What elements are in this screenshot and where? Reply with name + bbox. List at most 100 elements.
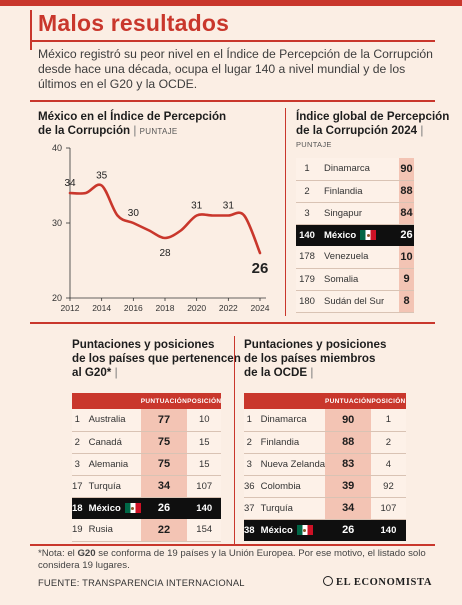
- table-row: 140 México 26: [296, 224, 414, 246]
- header-spacer: [72, 393, 83, 409]
- position-value: 10: [187, 409, 222, 432]
- footnote: *Nota: el G20 se conforma de 19 países y…: [38, 548, 426, 571]
- middle-divider: [30, 322, 435, 324]
- table-row: 36 Colombia 39 92: [244, 475, 406, 498]
- rank-position: 3: [72, 453, 83, 476]
- rank-position: 178: [296, 246, 318, 269]
- country-name: Finlandia: [318, 180, 399, 203]
- rank-position: 2: [72, 431, 83, 454]
- position-value: 140: [187, 497, 222, 519]
- rank-position: 140: [296, 224, 318, 246]
- country-name: Australia: [82, 409, 141, 432]
- position-value: 107: [371, 497, 406, 520]
- table-row: 2 Finlandia 88: [296, 180, 414, 203]
- ocde-title: Puntaciones y posiciones de los países m…: [244, 338, 387, 379]
- global-unit: PUNTAJE: [296, 140, 332, 149]
- mexico-flag-icon: [124, 503, 141, 514]
- country-name: Somalia: [318, 268, 399, 291]
- country-name: Nueva Zelanda: [254, 453, 326, 476]
- footer-divider: [30, 544, 435, 546]
- country-name: Turquía: [254, 497, 326, 520]
- rank-position: 37: [244, 497, 255, 520]
- x-tick-label: 2024: [251, 303, 270, 313]
- global-ranking-table: 1 Dinamarca 90 2 Finlandia 88 3 Singapur 84 140 Mé…: [296, 158, 414, 313]
- section-divider-vertical-2: [234, 336, 235, 544]
- score-value: 90: [399, 158, 414, 181]
- data-label: 31: [191, 201, 203, 212]
- table-row: 2 Canadá 75 15: [72, 431, 222, 454]
- ocde-table: PUNTUACIÓN POSICIÓN 1 Dinamarca 90 1 2 Finlandi…: [244, 393, 406, 541]
- x-tick-label: 2018: [156, 303, 175, 313]
- table-row: 3 Singapur 84: [296, 202, 414, 225]
- rank-position: 1: [72, 409, 83, 432]
- header-spacer: [82, 393, 141, 409]
- country-name: Rusia: [82, 519, 141, 542]
- header-score: PUNTUACIÓN: [325, 393, 372, 409]
- table-row: 3 Alemania 75 15: [72, 453, 222, 476]
- title-divider: [30, 40, 435, 42]
- data-label: 31: [223, 201, 235, 212]
- score-value: 39: [325, 475, 372, 498]
- score-value: 22: [140, 519, 188, 542]
- country-name: Dinamarca: [254, 409, 326, 432]
- data-label: 26: [252, 260, 269, 277]
- data-label: 35: [96, 171, 108, 182]
- table-row: 19 Rusia 22 154: [72, 519, 222, 542]
- score-value: 34: [325, 497, 372, 520]
- rank-position: 19: [72, 519, 83, 542]
- score-value: 34: [140, 475, 188, 498]
- table-header: PUNTUACIÓN POSICIÓN: [244, 393, 406, 409]
- score-value: 10: [399, 246, 414, 269]
- rank-position: 17: [72, 475, 83, 498]
- header-score: PUNTUACIÓN: [140, 393, 188, 409]
- brand-icon: [323, 576, 333, 586]
- table-row: 2 Finlandia 88 2: [244, 431, 406, 454]
- country-name: Singapur: [318, 202, 399, 225]
- x-tick-label: 2020: [187, 303, 206, 313]
- brand-logo: EL ECONOMISTA: [323, 576, 432, 588]
- y-tick-label: 20: [52, 293, 62, 303]
- header-position: POSICIÓN: [187, 393, 222, 409]
- table-row: 1 Dinamarca 90: [296, 158, 414, 181]
- table-row: 17 Turquía 34 107: [72, 475, 222, 498]
- score-value: 75: [140, 431, 188, 454]
- score-value: 26: [140, 497, 188, 519]
- data-label: 28: [159, 248, 171, 259]
- header-spacer: [244, 393, 255, 409]
- data-label: 30: [128, 208, 140, 219]
- country-name: Turquía: [82, 475, 141, 498]
- table-row: 3 Nueva Zelanda 83 4: [244, 453, 406, 476]
- country-name: Dinamarca: [318, 158, 399, 181]
- series-line-mexico: [68, 183, 262, 255]
- rank-position: 36: [244, 475, 255, 498]
- table-row: 1 Dinamarca 90 1: [244, 409, 406, 432]
- score-value: 88: [325, 431, 372, 454]
- table-row: 37 Turquía 34 107: [244, 497, 406, 520]
- score-value: 26: [399, 224, 414, 246]
- lede-text: México registró su peor nivel en el Índi…: [38, 47, 433, 91]
- lede-divider: [30, 100, 435, 102]
- position-value: 154: [187, 519, 222, 542]
- title-accent-line: [30, 10, 32, 50]
- y-tick-label: 30: [52, 218, 62, 228]
- rank-position: 38: [244, 519, 255, 541]
- score-value: 84: [399, 202, 414, 225]
- position-value: 4: [371, 453, 406, 476]
- rank-position: 179: [296, 268, 318, 291]
- country-name: Finlandia: [254, 431, 326, 454]
- score-value: 83: [325, 453, 372, 476]
- position-value: 92: [371, 475, 406, 498]
- mexico-flag-icon: [360, 230, 377, 241]
- country-name: Alemania: [82, 453, 141, 476]
- line-chart: 20 30 40 2012 2014 2016 2018 2020 2022 2024 34 35 30…: [52, 143, 270, 313]
- position-value: 1: [371, 409, 406, 432]
- table-row: 180 Sudán del Sur 8: [296, 290, 414, 313]
- score-value: 88: [399, 180, 414, 203]
- x-tick-label: 2022: [219, 303, 238, 313]
- score-value: 8: [399, 290, 414, 313]
- position-value: 2: [371, 431, 406, 454]
- header-position: POSICIÓN: [371, 393, 406, 409]
- rank-position: 2: [296, 180, 318, 203]
- header-spacer: [254, 393, 326, 409]
- table-row: 1 Australia 77 10: [72, 409, 222, 432]
